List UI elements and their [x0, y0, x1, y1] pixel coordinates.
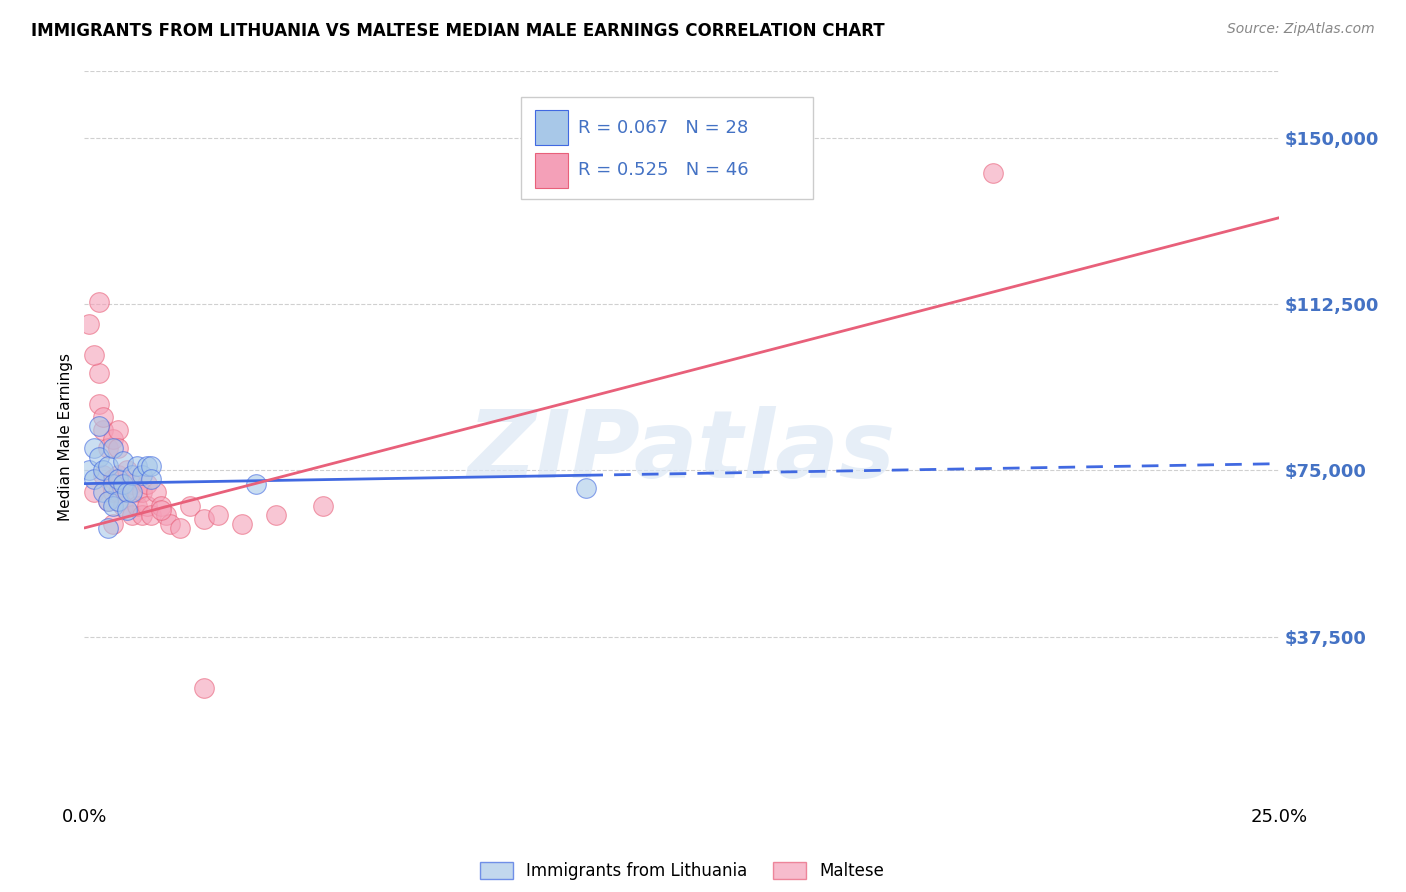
Point [131, 467, 153, 482]
Legend: Immigrants from Lithuania, Maltese: Immigrants from Lithuania, Maltese [472, 855, 891, 887]
Point [131, 485, 153, 500]
Point [83, 485, 105, 500]
Point [77, 317, 100, 331]
Point [125, 458, 148, 473]
Y-axis label: Median Male Earnings: Median Male Earnings [58, 353, 73, 521]
Point [193, 681, 215, 695]
Point [117, 463, 139, 477]
Point [169, 521, 191, 535]
Point [207, 508, 229, 522]
Point [97, 521, 120, 535]
Point [159, 516, 181, 531]
Point [135, 499, 157, 513]
Point [93, 463, 115, 477]
Point [575, 481, 598, 495]
Point [87, 366, 110, 380]
Point [125, 485, 148, 500]
Point [101, 432, 124, 446]
Point [107, 441, 129, 455]
Point [125, 499, 148, 513]
Point [101, 485, 124, 500]
FancyBboxPatch shape [534, 153, 568, 187]
Point [101, 499, 124, 513]
Point [107, 472, 129, 486]
Point [93, 467, 115, 482]
Point [117, 485, 139, 500]
Point [135, 458, 157, 473]
Point [83, 441, 105, 455]
Point [121, 476, 143, 491]
Point [264, 508, 287, 522]
Point [101, 472, 124, 486]
Point [193, 512, 215, 526]
Point [101, 476, 124, 491]
Point [141, 508, 163, 522]
FancyBboxPatch shape [520, 97, 814, 200]
Point [135, 476, 157, 491]
Point [77, 463, 100, 477]
FancyBboxPatch shape [534, 110, 568, 145]
Point [93, 424, 115, 438]
Point [107, 485, 129, 500]
Point [141, 458, 163, 473]
Point [117, 485, 139, 500]
Point [245, 476, 267, 491]
Point [131, 508, 153, 522]
Text: R = 0.067   N = 28: R = 0.067 N = 28 [578, 119, 748, 136]
Point [107, 467, 129, 482]
Point [107, 424, 129, 438]
Point [121, 508, 143, 522]
Point [231, 516, 253, 531]
Point [121, 467, 143, 482]
Text: ZIPatlas: ZIPatlas [468, 406, 896, 498]
Point [155, 508, 177, 522]
Point [101, 516, 124, 531]
Point [93, 410, 115, 425]
Point [981, 166, 1004, 180]
Point [111, 476, 134, 491]
Text: Source: ZipAtlas.com: Source: ZipAtlas.com [1227, 22, 1375, 37]
Point [97, 441, 120, 455]
Point [312, 499, 335, 513]
Point [97, 494, 120, 508]
Point [111, 499, 134, 513]
Point [179, 499, 201, 513]
Point [117, 503, 139, 517]
Point [107, 494, 129, 508]
Point [101, 441, 124, 455]
Point [87, 419, 110, 434]
Point [83, 348, 105, 362]
Point [93, 485, 115, 500]
Point [87, 294, 110, 309]
Point [97, 458, 120, 473]
Point [97, 494, 120, 508]
Point [149, 503, 172, 517]
Text: R = 0.525   N = 46: R = 0.525 N = 46 [578, 161, 748, 179]
Point [145, 485, 167, 500]
Point [87, 397, 110, 411]
Point [121, 485, 143, 500]
Text: IMMIGRANTS FROM LITHUANIA VS MALTESE MEDIAN MALE EARNINGS CORRELATION CHART: IMMIGRANTS FROM LITHUANIA VS MALTESE MED… [31, 22, 884, 40]
Point [149, 499, 172, 513]
Point [141, 472, 163, 486]
Point [83, 472, 105, 486]
Point [87, 450, 110, 464]
Point [111, 476, 134, 491]
Point [111, 454, 134, 468]
